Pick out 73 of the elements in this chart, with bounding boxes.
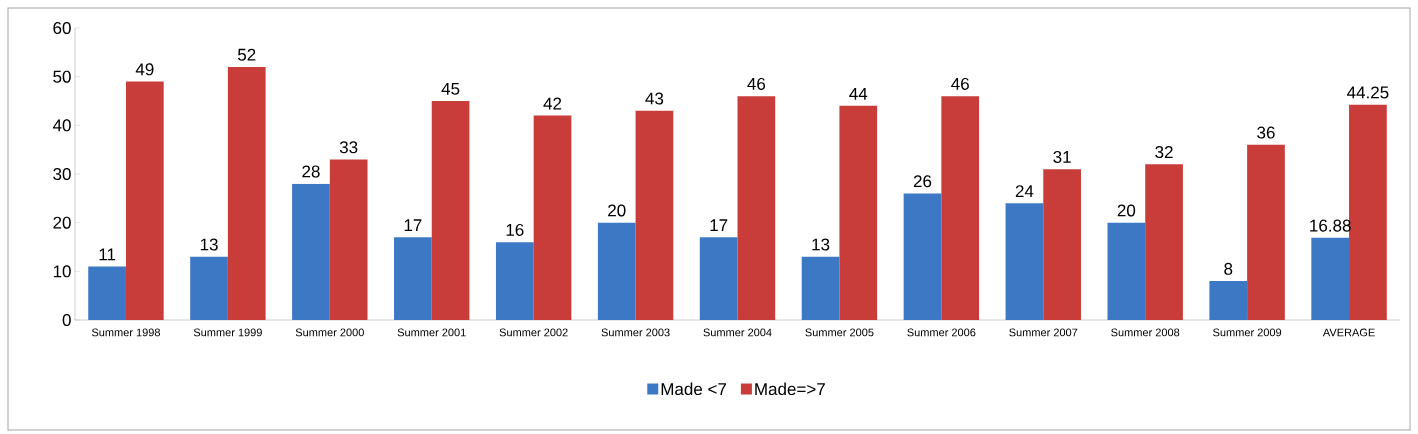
y-tick-label: 60 [53, 21, 71, 35]
data-label: 43 [645, 92, 664, 105]
bar [1349, 104, 1387, 320]
x-tick-label: Summer 2008 [1111, 328, 1180, 337]
data-label: 20 [608, 204, 626, 217]
data-label: 26 [913, 175, 932, 188]
data-label: 46 [951, 77, 969, 90]
y-tick-label: 10 [53, 265, 71, 278]
data-label: 49 [135, 63, 154, 76]
y-tick-label: 30 [53, 167, 71, 181]
data-label: 36 [1257, 126, 1275, 139]
x-tick-label: Summer 2009 [1213, 328, 1282, 337]
legend-label: Made <7 [661, 382, 727, 396]
data-label: 44 [849, 87, 868, 100]
bar [941, 96, 980, 320]
data-label: 13 [200, 238, 218, 251]
x-tick-label: Summer 2006 [907, 328, 976, 337]
data-label: 44.25 [1347, 86, 1389, 99]
data-label: 8 [1224, 262, 1233, 275]
bar [495, 242, 534, 320]
y-tick-label: 0 [62, 313, 71, 327]
bar [839, 105, 878, 320]
bar [1209, 281, 1248, 320]
x-tick-label: Summer 2007 [1009, 328, 1078, 337]
x-tick-label: Summer 1999 [193, 328, 262, 337]
bar [1145, 164, 1183, 320]
x-tick-label: Summer 2004 [703, 328, 772, 337]
data-label: 31 [1053, 150, 1071, 163]
x-tick-label: Summer 1998 [91, 328, 160, 337]
data-label: 20 [1117, 204, 1136, 217]
bar [1107, 222, 1146, 320]
bar [635, 110, 674, 320]
bar [394, 237, 432, 320]
bar [737, 96, 776, 320]
bar [227, 66, 266, 320]
data-label: 16 [506, 223, 524, 236]
data-label: 52 [237, 48, 256, 61]
bar [125, 81, 164, 320]
data-label: 24 [1015, 185, 1034, 197]
y-tick-label: 40 [52, 119, 71, 132]
bar [1043, 169, 1081, 320]
bar [1247, 144, 1285, 320]
data-label: 17 [710, 219, 728, 232]
x-tick-label: Summer 2002 [499, 328, 568, 337]
legend-label: Made=>7 [755, 382, 825, 396]
x-tick-label: Summer 2005 [805, 328, 874, 337]
data-label: 45 [441, 82, 460, 95]
data-label: 17 [404, 219, 422, 232]
bar [533, 115, 572, 320]
x-tick-label: Summer 2001 [397, 328, 466, 337]
bar [329, 159, 368, 320]
data-label: 11 [99, 248, 116, 261]
data-label: 46 [747, 77, 766, 90]
data-label: 42 [543, 97, 562, 110]
bar [190, 256, 228, 320]
bar [801, 256, 840, 320]
y-tick-label: 50 [53, 70, 71, 83]
x-tick-label: Summer 2000 [295, 328, 364, 337]
y-tick-label: 20 [53, 216, 71, 229]
data-label: 32 [1155, 146, 1173, 159]
bar [903, 193, 942, 320]
bar [292, 183, 330, 320]
data-label: 28 [302, 165, 320, 178]
bar [1311, 237, 1350, 320]
data-label: 33 [339, 141, 358, 154]
bar [88, 266, 126, 320]
bar [1005, 203, 1044, 320]
x-tick-label: AVERAGE [1322, 328, 1375, 337]
data-label: 13 [812, 238, 830, 251]
bar [699, 237, 738, 320]
bar [431, 101, 470, 320]
bar [597, 222, 636, 320]
x-tick-label: Summer 2003 [601, 328, 670, 337]
